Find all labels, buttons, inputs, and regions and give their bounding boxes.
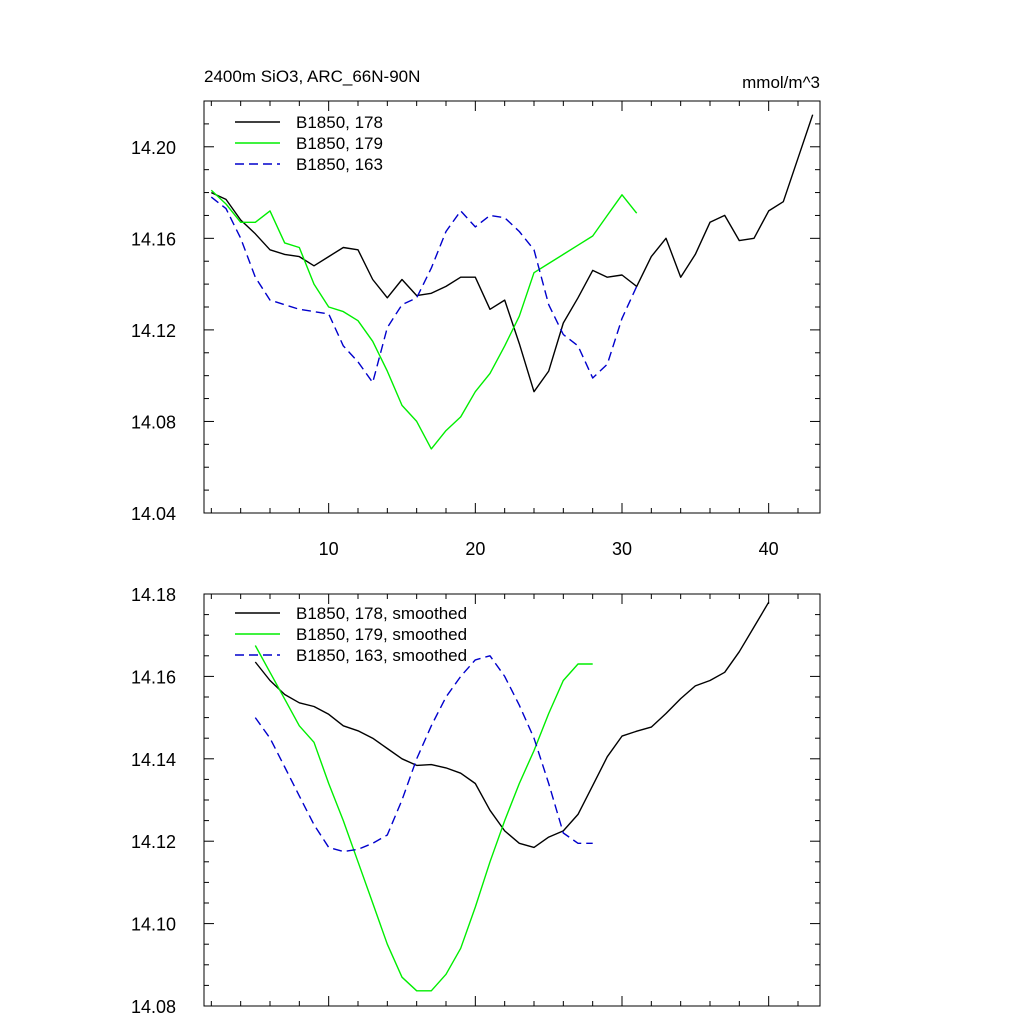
- top-y-tick-label: 14.16: [131, 229, 176, 249]
- top-x-tick-label: 20: [465, 539, 485, 559]
- top-y-tick-label: 14.12: [131, 321, 176, 341]
- bottom-series-line-3: [254, 655, 593, 853]
- top-plot-area: 10 20 30 40 14.04 14.08 14.12 14.16 14.20 B1850, …: [131, 100, 820, 559]
- bottom-plot-area: 14.08 14.10 14.12 14.14 14.16 14.18 B1850, 178…: [131, 585, 820, 1017]
- bottom-y-tick-label: 14.16: [131, 667, 176, 687]
- top-x-tick-label: 40: [759, 539, 779, 559]
- top-series-line-3: [210, 196, 638, 384]
- bottom-series-line-1: [254, 601, 770, 849]
- bottom-y-tick-label: 14.10: [131, 915, 176, 935]
- top-y-tick-label: 14.04: [131, 504, 176, 524]
- top-panel: 2400m SiO3, ARC_66N-90N mmol/m^3 10 20 30 4…: [131, 67, 821, 559]
- bottom-legend-label-2: B1850, 179, smoothed: [296, 625, 467, 644]
- bottom-y-tick-label: 14.12: [131, 832, 176, 852]
- top-y-tick-label: 14.20: [131, 138, 176, 158]
- top-y-tick-label: 14.08: [131, 412, 176, 432]
- bottom-plot-frame: [203, 593, 821, 1007]
- top-chart-title: 2400m SiO3, ARC_66N-90N: [204, 67, 420, 86]
- bottom-y-tick-label: 14.18: [131, 585, 176, 605]
- top-legend-label-2: B1850, 179: [296, 134, 383, 153]
- top-plot-frame: [203, 100, 821, 514]
- bottom-legend-label-1: B1850, 178, smoothed: [296, 604, 467, 623]
- top-legend-label-1: B1850, 178: [296, 113, 383, 132]
- top-legend-label-3: B1850, 163: [296, 155, 383, 174]
- bottom-y-tick-label: 14.08: [131, 997, 176, 1017]
- top-x-tick-label: 10: [319, 539, 339, 559]
- top-series-line-2: [210, 189, 638, 450]
- top-chart-units: mmol/m^3: [742, 73, 820, 92]
- bottom-legend-label-3: B1850, 163, smoothed: [296, 646, 467, 665]
- top-x-tick-label: 30: [612, 539, 632, 559]
- top-series-line-1: [211, 114, 814, 393]
- bottom-panel: 14.08 14.10 14.12 14.14 14.16 14.18 B1850, 178…: [131, 585, 821, 1017]
- bottom-series-line-2: [254, 645, 593, 992]
- bottom-y-tick-label: 14.14: [131, 750, 176, 770]
